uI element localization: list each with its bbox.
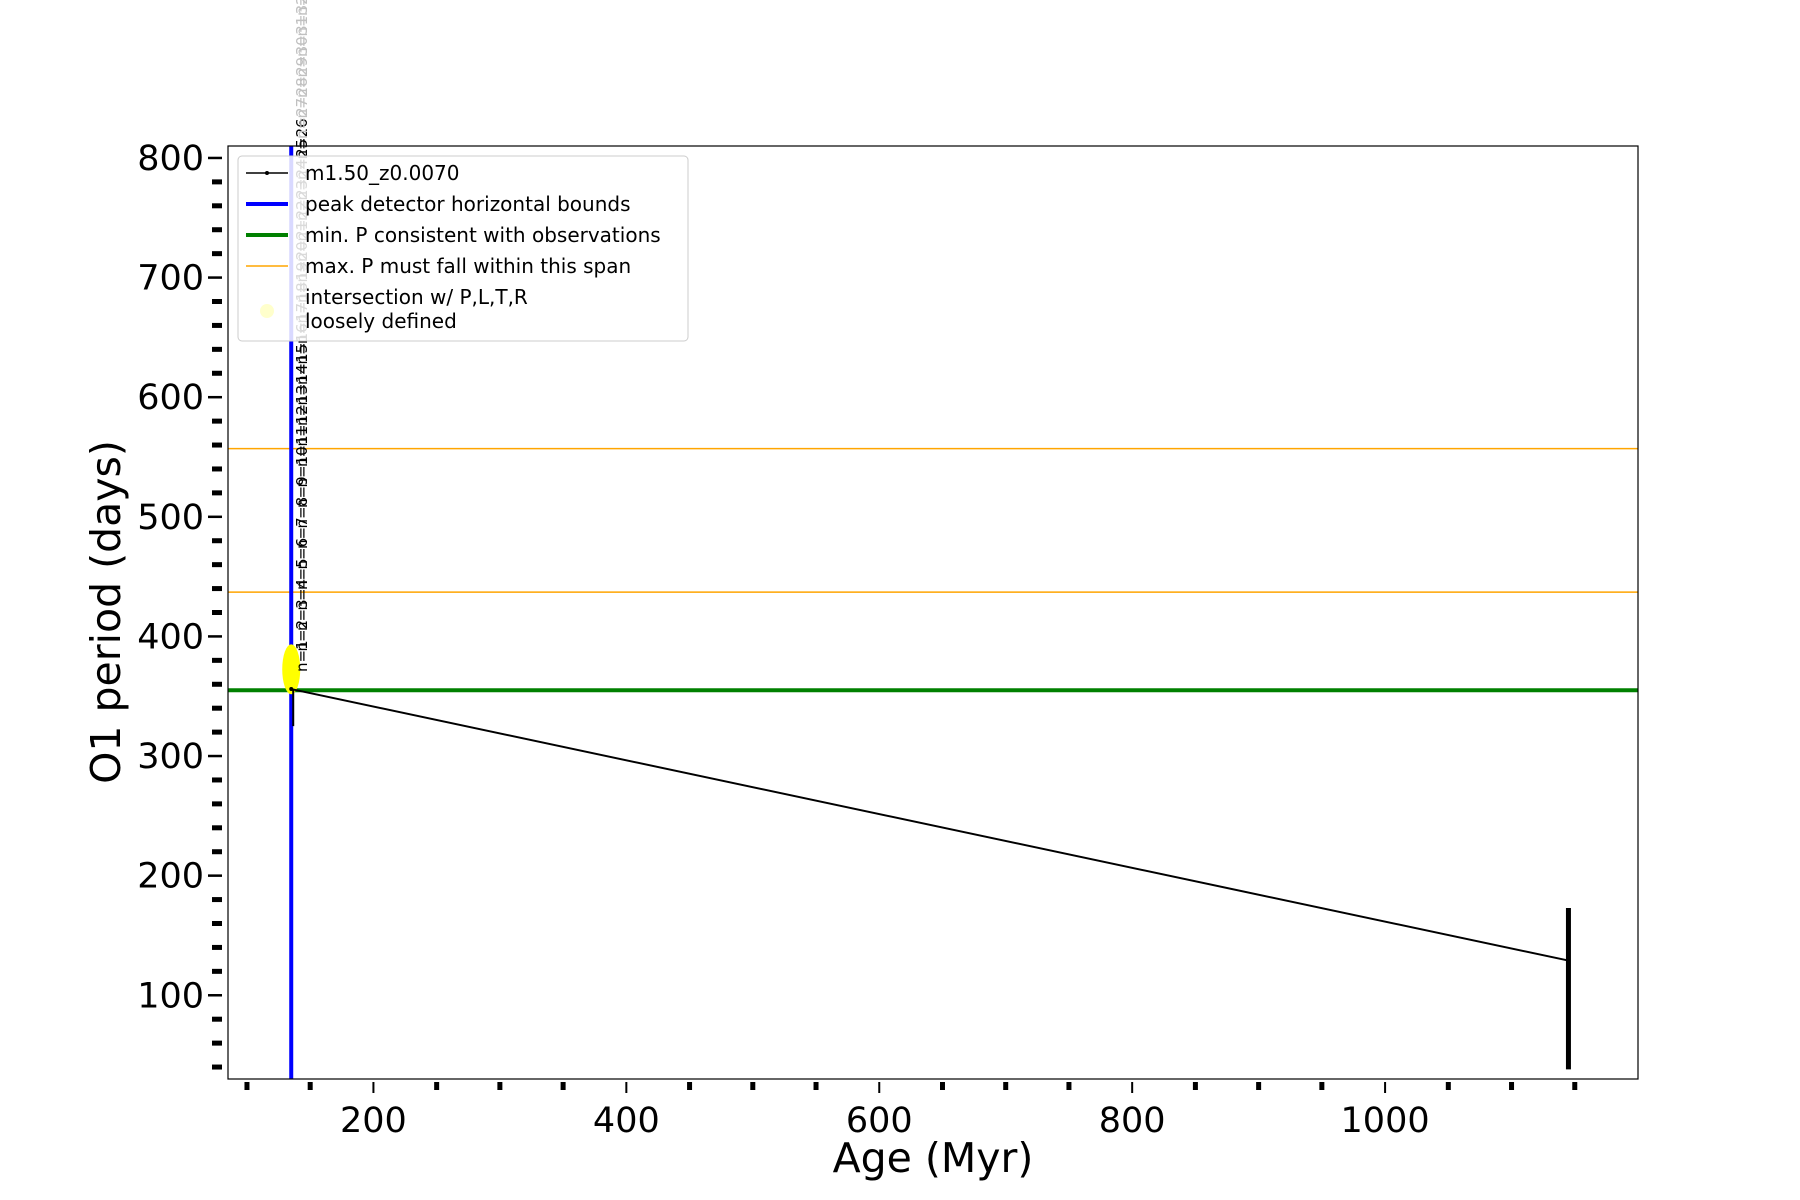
- y-tick-label: 500: [137, 498, 204, 538]
- y-tick-label: 700: [137, 259, 204, 299]
- legend-label: loosely defined: [305, 309, 457, 333]
- legend-swatch-dot: [260, 304, 274, 318]
- legend-label: max. P must fall within this span: [305, 254, 631, 278]
- mode-label: n=29: [293, 57, 311, 98]
- mode-label: n=12: [293, 405, 311, 446]
- legend-label: peak detector horizontal bounds: [305, 192, 631, 216]
- axes-layer: 200 400 600 800 1000 100 200 300 400 500 600 700 800: [137, 139, 1578, 1141]
- mode-label: n=4: [293, 579, 311, 611]
- legend-label: m1.50_z0.0070: [305, 161, 460, 185]
- legend-label: min. P consistent with observations: [305, 223, 661, 247]
- legend-swatch-marker: [265, 171, 269, 175]
- x-tick-label: 1000: [1341, 1101, 1430, 1141]
- mode-label: n=2: [293, 620, 311, 652]
- y-tick-label: 200: [137, 857, 204, 897]
- x-tick-label: 200: [340, 1101, 407, 1141]
- mode-label: n=11: [293, 426, 311, 467]
- mode-label: n=9: [293, 476, 311, 508]
- mode-label: n=10: [293, 446, 311, 487]
- mode-label: n=14: [293, 364, 311, 405]
- mode-label: n=32: [293, 0, 311, 37]
- series-point-0: [289, 687, 294, 692]
- mode-label: n=5: [293, 558, 311, 590]
- mode-label: n=30: [293, 36, 311, 77]
- mode-label: n=27: [293, 98, 311, 139]
- x-axis-label: Age (Myr): [833, 1134, 1034, 1182]
- mode-label: n=6: [293, 538, 311, 570]
- mode-label: n=7: [293, 517, 311, 549]
- mode-label: n=33: [293, 0, 311, 16]
- y-tick-label: 100: [137, 976, 204, 1016]
- mode-label: n=13: [293, 385, 311, 426]
- intersection-marker: [282, 644, 301, 695]
- mode-label: n=8: [293, 497, 311, 529]
- x-tick-label: 400: [593, 1101, 660, 1141]
- y-tick-label: 300: [137, 737, 204, 777]
- mode-label: n=26: [293, 118, 311, 159]
- x-tick-label: 800: [1099, 1101, 1166, 1141]
- legend-box: [237, 155, 689, 342]
- y-axis-label: O1 period (days): [82, 440, 130, 784]
- y-tick-label: 600: [137, 378, 204, 418]
- legend-label: intersection w/ P,L,T,R: [305, 285, 528, 309]
- plot-frame: [227, 145, 1639, 1080]
- mode-label: n=28: [293, 77, 311, 118]
- mode-label: n=1: [293, 640, 311, 672]
- x-tick-label: 600: [846, 1101, 913, 1141]
- series-line-0: [291, 688, 1569, 962]
- mode-label: n=15: [293, 344, 311, 385]
- mode-label: n=3: [293, 599, 311, 631]
- y-tick-label: 400: [137, 617, 204, 657]
- mode-label: n=31: [293, 16, 311, 57]
- y-tick-label: 800: [137, 139, 204, 179]
